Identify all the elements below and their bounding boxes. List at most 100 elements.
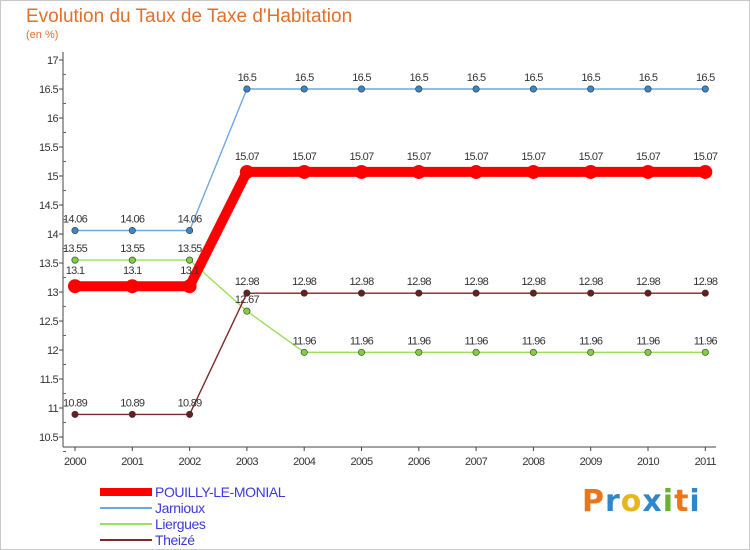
data-label: 15.07 <box>235 151 260 163</box>
data-label: 16.5 <box>524 72 543 84</box>
legend-swatch <box>100 488 152 496</box>
data-label: 15.07 <box>464 151 489 163</box>
data-point <box>472 289 480 297</box>
logo-letter: x <box>642 484 663 519</box>
data-label: 11.96 <box>350 335 374 347</box>
data-point <box>186 256 194 264</box>
x-tick-label: 2002 <box>179 456 202 468</box>
data-label: 15.07 <box>579 151 604 163</box>
x-tick-label: 2008 <box>522 456 545 468</box>
data-point <box>300 289 308 297</box>
chart-subtitle: (en %) <box>26 29 59 41</box>
y-tick-label: 15 <box>47 171 59 183</box>
data-label: 10.89 <box>63 397 88 409</box>
data-label: 13.1 <box>123 265 142 277</box>
data-label: 16.5 <box>409 72 428 84</box>
data-label: 11.96 <box>464 335 488 347</box>
data-point <box>243 307 251 315</box>
data-point <box>357 348 365 356</box>
data-point <box>415 289 423 297</box>
data-label: 12.98 <box>521 276 546 288</box>
data-point <box>300 85 308 93</box>
y-tick-label: 15.5 <box>39 142 58 154</box>
data-point <box>415 348 423 356</box>
logo-letter: t <box>674 484 690 519</box>
data-point <box>644 85 652 93</box>
data-label: 11.96 <box>522 335 546 347</box>
x-tick-label: 2010 <box>637 456 660 468</box>
x-tick-label: 2000 <box>64 456 87 468</box>
data-point <box>357 85 365 93</box>
data-label: 16.5 <box>295 72 314 84</box>
data-label: 11.96 <box>694 335 718 347</box>
data-point <box>529 85 537 93</box>
data-point <box>357 289 365 297</box>
data-label: 15.07 <box>292 151 317 163</box>
data-label: 16.5 <box>639 72 658 84</box>
proxiti-logo: Proxiti <box>582 484 701 519</box>
data-label: 15.07 <box>349 151 374 163</box>
data-label: 14.06 <box>178 214 203 226</box>
data-label: 12.98 <box>407 276 432 288</box>
data-point <box>583 164 598 179</box>
data-point <box>239 164 254 179</box>
data-point <box>641 164 655 179</box>
data-point <box>698 164 713 179</box>
data-point <box>300 348 308 356</box>
data-label: 15.07 <box>407 151 432 163</box>
data-point <box>701 85 709 93</box>
data-label: 11.96 <box>579 335 603 347</box>
data-point <box>182 279 197 294</box>
data-point <box>71 227 79 235</box>
y-tick-label: 13.5 <box>39 258 58 270</box>
data-label: 16.5 <box>238 72 257 84</box>
logo-letter: o <box>620 484 643 519</box>
data-point <box>472 348 480 356</box>
legend-label: POUILLY-LE-MONIAL <box>155 484 286 500</box>
legend-label: Liergues <box>155 516 206 532</box>
legend-swatch <box>100 507 152 509</box>
data-label: 12.67 <box>235 294 260 306</box>
data-point <box>71 256 79 264</box>
legend-label: Theizé <box>155 532 195 548</box>
data-label: 11.96 <box>636 335 660 347</box>
y-tick-label: 14 <box>47 229 59 241</box>
series-line <box>70 166 711 292</box>
x-tick-label: 2003 <box>236 456 259 468</box>
x-tick-label: 2009 <box>580 456 603 468</box>
legend-swatch <box>100 523 152 525</box>
x-tick-label: 2001 <box>121 456 144 468</box>
data-label: 11.96 <box>407 335 431 347</box>
data-point <box>243 85 251 93</box>
data-point <box>472 85 480 93</box>
data-point <box>354 164 369 179</box>
data-label: 12.98 <box>464 276 489 288</box>
data-point <box>701 289 709 297</box>
logo-letter: i <box>662 484 675 519</box>
data-point <box>128 256 136 264</box>
y-tick-label: 11 <box>48 403 59 415</box>
x-tick-label: 2006 <box>408 456 431 468</box>
data-label: 15.07 <box>693 151 718 163</box>
data-point <box>128 410 136 418</box>
logo-letter: r <box>605 484 621 519</box>
data-label: 11.96 <box>293 335 317 347</box>
data-label: 13.55 <box>63 243 88 255</box>
data-label: 13.1 <box>66 265 85 277</box>
data-label: 14.06 <box>120 214 145 226</box>
data-label: 13.55 <box>178 243 203 255</box>
legend-swatch <box>100 539 152 541</box>
data-point <box>644 348 652 356</box>
chart-title: Evolution du Taux de Taxe d'Habitation <box>26 6 353 27</box>
x-tick-label: 2011 <box>695 456 717 468</box>
y-tick-label: 17 <box>47 55 59 67</box>
y-tick-label: 10.5 <box>39 432 58 444</box>
data-label: 13.55 <box>120 243 145 255</box>
data-label: 16.5 <box>581 72 600 84</box>
data-label: 10.89 <box>120 397 145 409</box>
series-jarnioux: 14.06 14.06 14.06 16.5 16.5 16.5 16.5 16.5 16.5 1… <box>63 72 716 235</box>
data-label: 12.98 <box>292 276 317 288</box>
data-point <box>415 85 423 93</box>
